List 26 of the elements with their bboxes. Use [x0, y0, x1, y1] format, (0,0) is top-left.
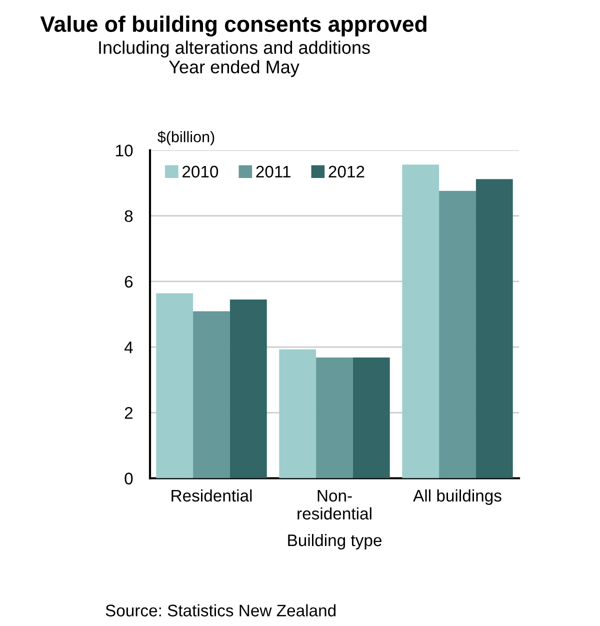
- x-axis-title: Building type: [288, 534, 382, 550]
- bar: [316, 358, 353, 478]
- legend-label: 2012: [328, 166, 364, 178]
- y-tick-label: 4: [124, 342, 133, 354]
- bar: [193, 311, 230, 478]
- x-tick-label: Non- residential: [298, 490, 372, 520]
- bar: [402, 164, 440, 478]
- chart-subtitle: Including alterations and additions Year ended May: [99, 40, 370, 77]
- bar: [439, 190, 476, 478]
- bar: [230, 299, 267, 478]
- bar: [352, 358, 390, 478]
- bar: [156, 293, 194, 478]
- legend-label: 2011: [256, 166, 290, 178]
- y-tick-label: 8: [124, 210, 133, 222]
- chart-title: Value of building consents approved: [40, 16, 426, 36]
- source-note: Source: Statistics New Zealand: [106, 604, 336, 616]
- bar: [476, 179, 513, 478]
- x-tick-label: All buildings: [413, 489, 502, 505]
- y-axis-title: $(billion): [158, 130, 214, 146]
- y-tick-label: 0: [124, 472, 133, 484]
- y-tick-label: 6: [124, 276, 133, 288]
- bar: [279, 349, 316, 478]
- y-tick-label: 10: [116, 144, 133, 156]
- x-tick-label: Residential: [172, 489, 252, 502]
- y-tick-label: 2: [124, 407, 132, 419]
- legend-label: 2010: [182, 166, 218, 178]
